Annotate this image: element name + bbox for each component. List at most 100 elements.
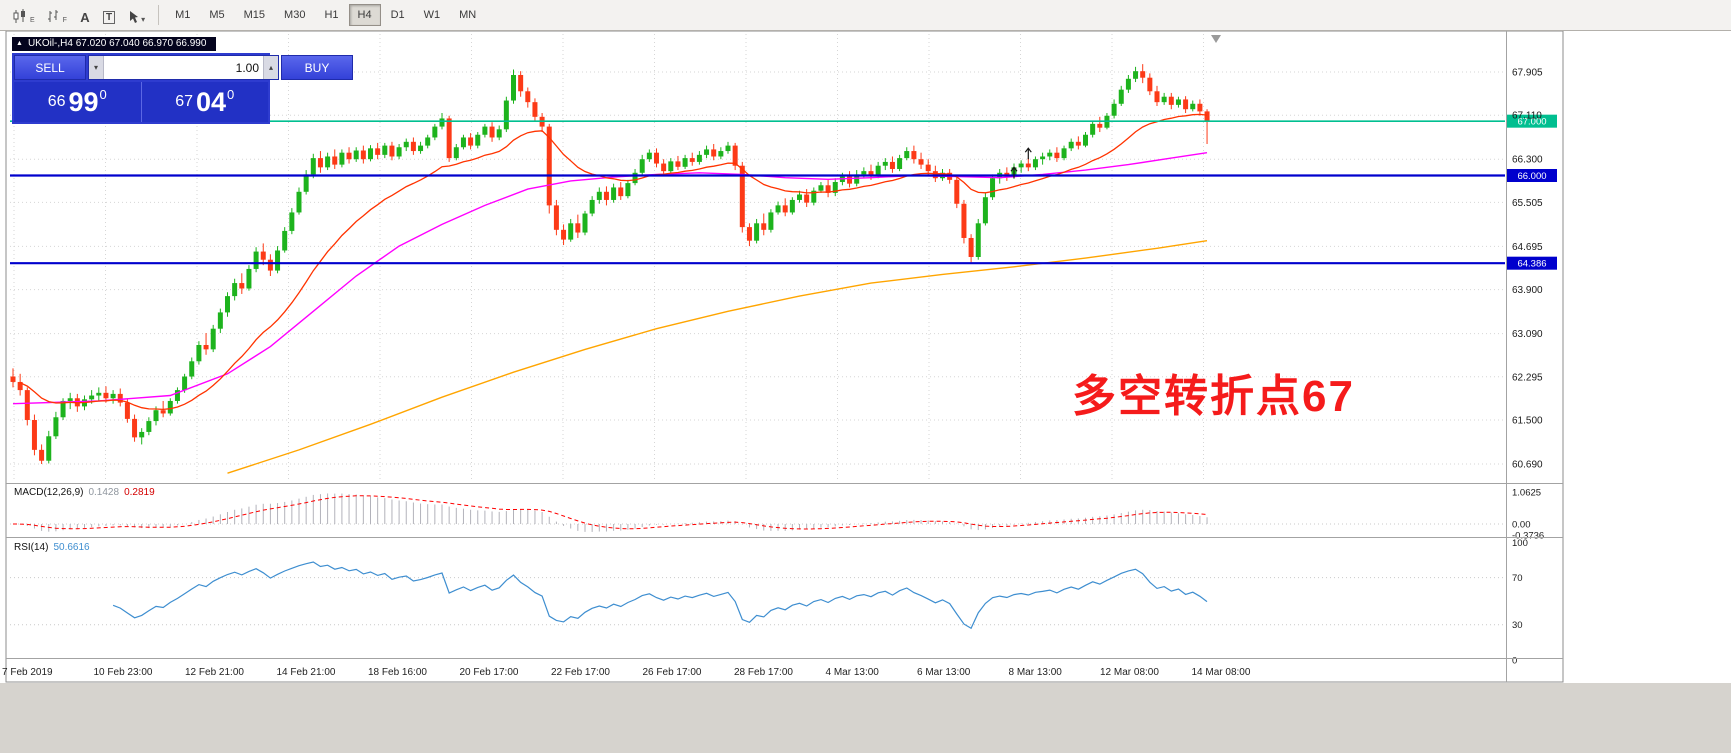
timeframe-M30[interactable]: M30 [275,4,314,26]
svg-text:66.000: 66.000 [1517,171,1546,182]
one-click-trading-panel: SELL ▾ ▴ BUY 66 99 0 67 04 0 [12,53,353,124]
volume-control: ▾ ▴ [88,55,279,80]
svg-text:8 Mar 13:00: 8 Mar 13:00 [1009,667,1063,678]
bar-style-button[interactable]: F [41,3,73,27]
volume-input[interactable] [104,56,263,79]
svg-text:14 Feb 21:00: 14 Feb 21:00 [277,667,336,678]
svg-text:-0.3736: -0.3736 [1512,531,1544,542]
volume-increase-button[interactable]: ▴ [263,56,278,79]
svg-text:64.386: 64.386 [1517,259,1546,270]
svg-text:26 Feb 17:00: 26 Feb 17:00 [643,667,702,678]
grid [10,34,1505,481]
candlestick-style-button[interactable]: E [6,3,41,27]
bar-style-glyph: F [62,17,67,24]
svg-text:100: 100 [1512,538,1528,549]
svg-text:0.00: 0.00 [1512,520,1531,531]
cursor-icon [130,11,139,23]
text-tool-button[interactable]: A [73,3,97,27]
bid-big-figure: 66 [47,93,66,110]
svg-text:64.695: 64.695 [1512,242,1543,253]
svg-text:63.900: 63.900 [1512,285,1543,296]
order-controls-row: SELL ▾ ▴ BUY [14,55,353,80]
candlestick-icon [13,9,25,23]
toolbar: E F A T ▾ M1 M5 M15 M30 H1 H4 D1 W1 MN [0,0,1731,31]
rsi-value: 50.6616 [53,542,90,553]
cursor-tool-button[interactable]: ▾ [121,3,151,27]
sell-button[interactable]: SELL [14,55,86,80]
svg-text:67.905: 67.905 [1512,68,1543,79]
timeframe-M1[interactable]: M1 [166,4,199,26]
rsi-pane: 100 70 30 0 [10,538,1528,667]
svg-text:12 Mar 08:00: 12 Mar 08:00 [1100,667,1159,678]
svg-text:67.110: 67.110 [1512,111,1542,122]
chart-frame [5,30,1564,683]
ask-pips: 04 [196,86,227,117]
hline-66.000[interactable]: 66.000 [10,168,1557,182]
svg-text:12 Feb 21:00: 12 Feb 21:00 [185,667,244,678]
svg-text:20 Feb 17:00: 20 Feb 17:00 [460,667,519,678]
window-bottom-area [0,683,1731,753]
rsi-label: RSI(14) 50.6616 [14,542,90,553]
price-axis[interactable]: 67.905 67.110 66.300 65.505 64.695 63.900 63.0… [1512,68,1543,471]
timeframe-MN[interactable]: MN [450,4,485,26]
svg-text:30: 30 [1512,620,1523,631]
svg-text:10 Feb 23:00: 10 Feb 23:00 [94,667,153,678]
panel-separators[interactable] [6,31,1563,682]
macd-label: MACD(12,26,9) 0.1428 0.2819 [14,487,155,498]
panel-collapse-icon[interactable]: ▲ [16,40,23,47]
text-tool-glyph: A [80,10,90,25]
ma-fast-line [19,113,1208,411]
timeframe-H1[interactable]: H1 [315,4,347,26]
textbox-tool-button[interactable]: T [97,3,121,27]
timeframe-W1[interactable]: W1 [415,4,450,26]
svg-text:22 Feb 17:00: 22 Feb 17:00 [551,667,610,678]
buy-button[interactable]: BUY [281,55,353,80]
chart-shift-marker[interactable] [1211,35,1221,43]
rsi-name: RSI(14) [14,542,49,553]
macd-value: 0.1428 [88,487,120,498]
svg-text:4 Mar 13:00: 4 Mar 13:00 [826,667,880,678]
timeframe-M15[interactable]: M15 [235,4,274,26]
timeframe-H4[interactable]: H4 [348,4,381,26]
svg-text:66.300: 66.300 [1512,155,1543,166]
cursor-tool-dropdown-icon: ▾ [141,15,146,24]
svg-text:0: 0 [1512,656,1517,667]
svg-text:60.690: 60.690 [1512,459,1543,470]
macd-name: MACD(12,26,9) [14,487,84,498]
svg-text:65.505: 65.505 [1512,198,1543,209]
hline-64.386[interactable]: 64.386 [10,256,1557,270]
bar-chart-icon [47,10,58,22]
svg-text:14 Mar 08:00: 14 Mar 08:00 [1192,667,1251,678]
timeframe-D1[interactable]: D1 [382,4,414,26]
svg-text:61.500: 61.500 [1512,415,1543,426]
svg-text:18 Feb 16:00: 18 Feb 16:00 [368,667,427,678]
timeframe-button-group: M1 M5 M15 M30 H1 H4 D1 W1 MN [166,4,485,26]
macd-pane: 1.0625 0.00-0.3736 [10,488,1544,542]
bid-point: 0 [99,87,107,102]
toolbar-separator [158,5,160,25]
svg-text:62.295: 62.295 [1512,372,1543,383]
timeframe-M5[interactable]: M5 [200,4,233,26]
ask-point: 0 [227,87,235,102]
candlestick-style-glyph: E [30,17,35,24]
ma-slow-line [227,240,1208,474]
chart-info-strip: ▲ UKOil-,H4 67.020 67.040 66.970 66.990 [12,37,217,51]
time-axis[interactable]: 7 Feb 2019 10 Feb 23:00 12 Feb 21:00 14 Feb… [2,667,1251,678]
svg-text:70: 70 [1512,573,1523,584]
price-display-row: 66 99 0 67 04 0 [14,82,268,122]
symbol-ohlc-label: UKOil-,H4 67.020 67.040 66.970 66.990 [27,38,207,49]
volume-decrease-button[interactable]: ▾ [89,56,104,79]
ask-price[interactable]: 67 04 0 [142,82,269,122]
price-divider [140,82,142,122]
textbox-tool-glyph: T [102,11,116,24]
macd-signal-value: 0.2819 [124,487,155,498]
ask-big-figure: 67 [175,93,193,110]
trade-markers [1010,147,1032,179]
svg-text:67.000: 67.000 [1517,117,1546,128]
bid-price[interactable]: 66 99 0 [14,82,141,122]
bid-pips: 99 [68,86,99,117]
svg-text:6 Mar 13:00: 6 Mar 13:00 [917,667,971,678]
svg-text:7 Feb 2019: 7 Feb 2019 [2,667,53,678]
svg-text:1.0625: 1.0625 [1512,488,1541,499]
